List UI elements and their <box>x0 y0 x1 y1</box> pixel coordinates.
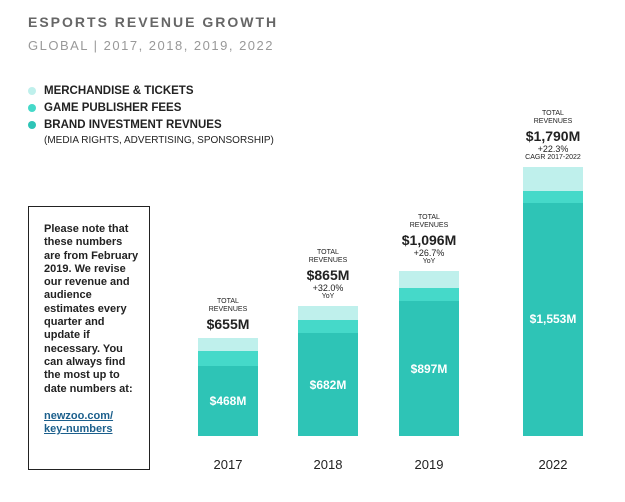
value-label: $468M <box>209 393 247 408</box>
legend-swatch <box>28 121 36 129</box>
bar-segment <box>198 365 258 436</box>
total-label: $1,790M <box>525 127 581 144</box>
value-label: $897M <box>410 361 448 376</box>
total-label: $655M <box>206 315 250 332</box>
total-label: $865M <box>306 267 350 283</box>
total-label-group: TOTAL REVENUES $655M <box>178 298 278 332</box>
legend-item: BRAND INVESTMENT REVNUES <box>28 119 222 131</box>
chart-title: ESPORTS REVENUE GROWTH <box>28 14 279 30</box>
total-label-group: TOTAL REVENUES $865M +32.0% YoY <box>278 249 378 300</box>
bar-segment <box>298 333 358 436</box>
total-caption: TOTAL REVENUES <box>409 214 449 230</box>
legend-swatch <box>28 87 36 95</box>
note-box: Please note that these numbers are from … <box>28 206 150 470</box>
total-label: $1,096M <box>401 232 457 249</box>
bar-segment <box>198 337 258 351</box>
bar-segment <box>198 350 258 366</box>
bar-segment <box>399 301 459 436</box>
growth-note: YoY <box>321 293 335 300</box>
growth-label: +22.3% <box>537 143 569 154</box>
bar-segment <box>523 202 583 436</box>
legend-label: BRAND INVESTMENT REVNUES <box>44 119 222 131</box>
legend-item: GAME PUBLISHER FEES <box>28 102 181 114</box>
growth-note: CAGR 2017-2022 <box>525 153 581 161</box>
note-text: Please note that these numbers are from … <box>44 223 139 395</box>
x-tick-label: 2022 <box>538 457 568 472</box>
bar-segment <box>523 166 583 191</box>
total-label-group: TOTAL REVENUES $1,790M +22.3% CAGR 2017-202… <box>503 110 603 161</box>
x-tick-label: 2018 <box>313 457 343 472</box>
growth-label: +26.7% <box>413 248 445 259</box>
legend-note: (MEDIA RIGHTS, ADVERTISING, SPONSORSHIP) <box>44 135 274 146</box>
total-caption: TOTAL REVENUES <box>208 297 248 313</box>
bar-segment <box>399 288 459 302</box>
legend-label: GAME PUBLISHER FEES <box>44 102 182 114</box>
legend-swatch <box>28 104 36 112</box>
value-label: $1,553M <box>529 312 577 327</box>
value-label: $682M <box>309 377 347 392</box>
total-label-group: TOTAL REVENUES $1,096M +26.7% YoY <box>379 214 479 265</box>
x-tick-label: 2017 <box>213 457 243 472</box>
total-caption: TOTAL REVENUES <box>308 249 348 264</box>
bar-segment <box>523 190 583 203</box>
note-link[interactable]: newzoo.com/ <box>44 409 114 422</box>
growth-label: +32.0% <box>312 283 344 293</box>
bar-segment <box>298 305 358 320</box>
bar-segment <box>298 319 358 334</box>
legend-item: MERCHANDISE & TICKETS <box>28 85 194 97</box>
note-link[interactable]: key-numbers <box>44 423 113 436</box>
legend-label: MERCHANDISE & TICKETS <box>44 85 194 97</box>
total-caption: TOTAL REVENUES <box>533 109 573 125</box>
x-tick-label: 2019 <box>414 457 444 472</box>
chart-subtitle: GLOBAL | 2017, 2018, 2019, 2022 <box>28 38 274 53</box>
bar-segment <box>399 271 459 289</box>
growth-note: YoY <box>422 258 436 266</box>
